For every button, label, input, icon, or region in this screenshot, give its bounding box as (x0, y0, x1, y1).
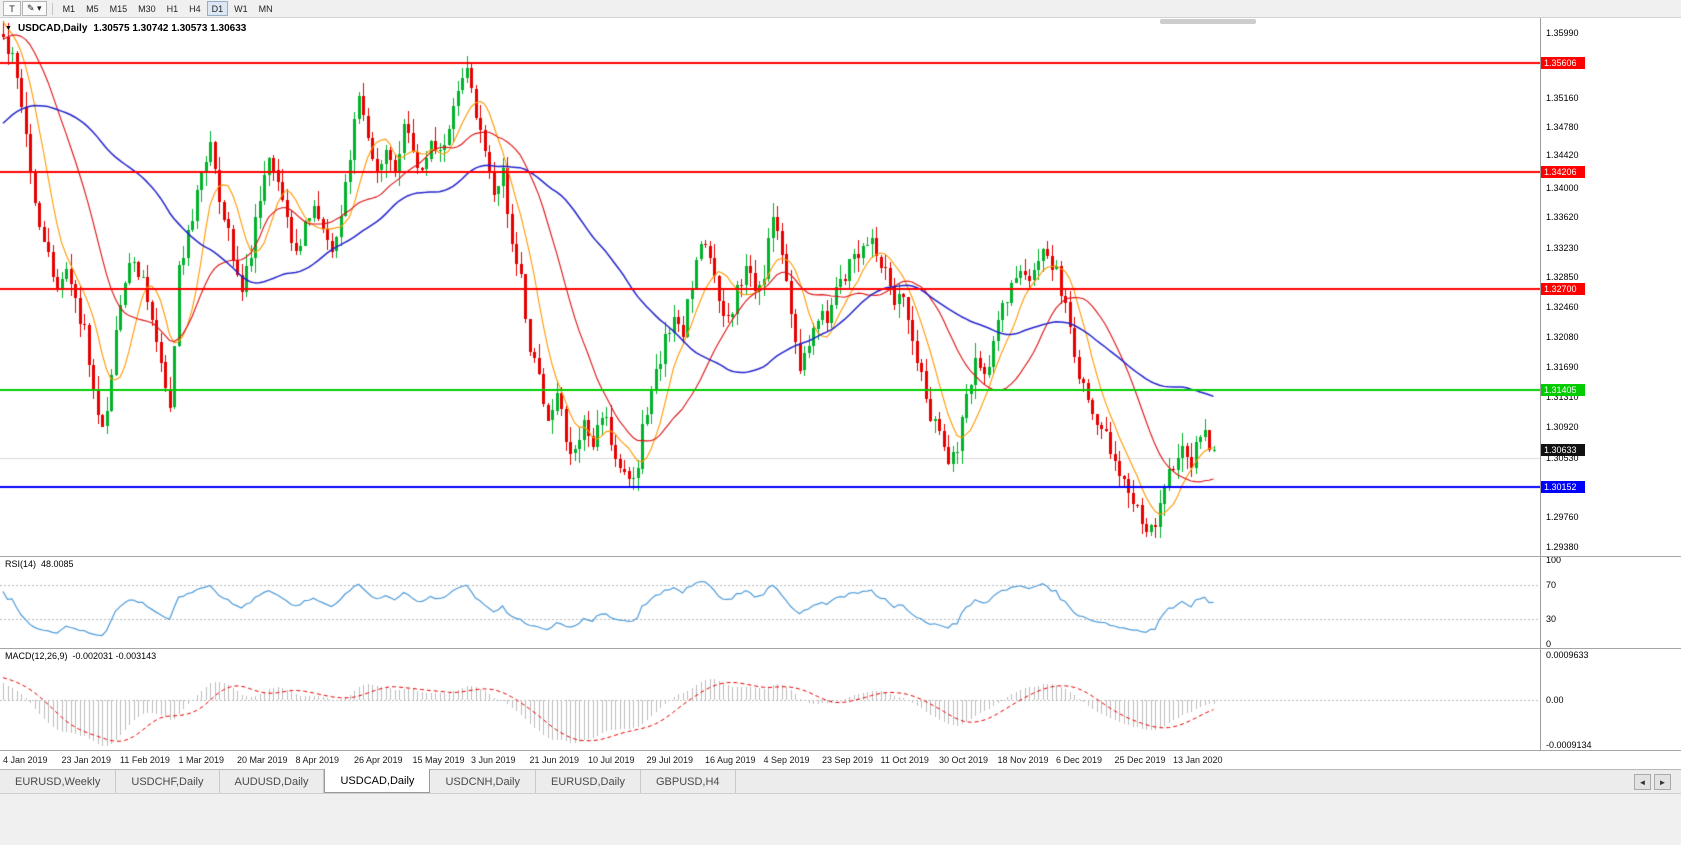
date-label: 16 Aug 2019 (705, 755, 756, 765)
macd-indicator-canvas[interactable] (0, 649, 1541, 750)
panel-splitter-rsi[interactable] (0, 556, 1681, 557)
date-axis-splitter (0, 750, 1681, 751)
date-label: 13 Jan 2020 (1173, 755, 1223, 765)
current-price-tag: 1.30633 (1541, 443, 1585, 456)
price-tick: 1.32460 (1546, 302, 1579, 313)
price-tick: 1.30920 (1546, 422, 1579, 433)
date-label: 4 Jan 2019 (3, 755, 48, 765)
tab-scroll-arrows: ◄ ► (1634, 774, 1671, 790)
tab-audusd-daily[interactable]: AUDUSD,Daily (220, 770, 325, 793)
date-label: 1 Mar 2019 (178, 755, 225, 765)
timeframe-d1-button[interactable]: D1 (206, 1, 229, 16)
timeframe-h4-button[interactable]: H4 (189, 3, 201, 14)
date-label: 6 Dec 2019 (1056, 755, 1103, 765)
date-label: 29 Jul 2019 (646, 755, 694, 765)
top-toolbar: T ✎ ▾ M1 M5 M15 M30 H1 H4 D1 W1 MN (0, 0, 1681, 18)
macd-axis-label: 0.00 (1546, 695, 1564, 705)
price-tick: 1.32080 (1546, 332, 1579, 343)
price-tick: 1.32850 (1546, 272, 1579, 283)
price-tick: 1.33230 (1546, 242, 1579, 253)
price-tick: 1.31310 (1546, 391, 1579, 402)
rsi-axis-label: 30 (1546, 613, 1557, 624)
panel-splitter-macd[interactable] (0, 648, 1681, 649)
date-label: 26 Apr 2019 (354, 755, 403, 765)
date-label: 11 Oct 2019 (880, 755, 929, 765)
price-tick: 1.34000 (1546, 182, 1579, 193)
price-line-tag: 1.34206 (1541, 165, 1585, 178)
date-label: 8 Apr 2019 (295, 755, 340, 765)
rsi-indicator-canvas[interactable] (0, 557, 1541, 648)
date-label: 4 Sep 2019 (763, 755, 810, 765)
tab-gbpusd-h4[interactable]: GBPUSD,H4 (641, 770, 736, 793)
chart-window: ▼ USDCAD,Daily 1.30575 1.30742 1.30573 1… (0, 18, 1681, 769)
price-tick: 1.34780 (1546, 122, 1579, 133)
macd-name: MACD(12,26,9) (5, 651, 68, 661)
date-label: 23 Sep 2019 (822, 755, 874, 765)
price-tick: 1.34420 (1546, 150, 1579, 161)
tab-scroll-left-button[interactable]: ◄ (1634, 774, 1651, 790)
chart-tab-bar: EURUSD,Weekly USDCHF,Daily AUDUSD,Daily USD… (0, 769, 1681, 793)
date-label: 25 Dec 2019 (1114, 755, 1166, 765)
price-line-tag: 1.32700 (1541, 282, 1585, 295)
price-line-tag: 1.30152 (1541, 480, 1585, 493)
price-tick: 1.31690 (1546, 362, 1579, 373)
tab-scroll-right-button[interactable]: ► (1654, 774, 1671, 790)
price-line-tag: 1.35606 (1541, 56, 1585, 69)
timeframe-m5-button[interactable]: M5 (86, 3, 99, 14)
date-label: 21 Jun 2019 (529, 755, 580, 765)
tab-eurusd-daily[interactable]: EURUSD,Daily (536, 770, 641, 793)
chart-title: ▼ USDCAD,Daily 1.30575 1.30742 1.30573 1… (5, 23, 246, 34)
tab-usdcnh-daily[interactable]: USDCNH,Daily (430, 770, 536, 793)
toolbar-separator (51, 2, 53, 15)
timeframe-mn-button[interactable]: MN (258, 3, 273, 14)
tab-eurusd-weekly[interactable]: EURUSD,Weekly (0, 770, 117, 793)
timeframe-m30-button[interactable]: M30 (138, 3, 156, 14)
date-label: 18 Nov 2019 (997, 755, 1049, 765)
price-tick: 1.29380 (1546, 541, 1579, 552)
macd-label: MACD(12,26,9) -0.002031 -0.003143 (5, 651, 156, 661)
rsi-name: RSI(14) (5, 559, 37, 569)
status-bar (0, 793, 1681, 845)
tab-usdchf-daily[interactable]: USDCHF,Daily (116, 770, 220, 793)
date-axis[interactable]: 4 Jan 2019 23 Jan 2019 11 Feb 2019 1 Mar 20… (0, 751, 1541, 769)
date-label: 30 Oct 2019 (939, 755, 989, 765)
date-label: 15 May 2019 (412, 755, 465, 765)
chart-scrollbar-thumb[interactable] (1160, 19, 1256, 24)
price-line-tag: 1.31405 (1541, 383, 1585, 396)
date-label: 10 Jul 2019 (588, 755, 635, 765)
macd-axis-label: -0.0009134 (1546, 740, 1592, 750)
drawing-tools-button[interactable]: ✎ ▾ (22, 1, 47, 16)
price-tick: 1.33620 (1546, 212, 1579, 223)
text-tool-button[interactable]: T (3, 1, 21, 16)
macd-axis-label: 0.0009633 (1546, 650, 1589, 660)
rsi-axis-label: 0 (1546, 639, 1552, 649)
chart-menu-icon[interactable]: ▼ (5, 25, 12, 32)
rsi-label: RSI(14) 48.0085 (5, 559, 74, 569)
chart-symbol-period: USDCAD,Daily (17, 23, 88, 34)
date-label: 20 Mar 2019 (237, 755, 288, 765)
rsi-axis-label: 100 (1546, 555, 1562, 565)
price-tick: 1.29760 (1546, 512, 1579, 523)
price-tick: 1.35160 (1546, 92, 1579, 103)
timeframe-w1-button[interactable]: W1 (234, 3, 248, 14)
price-tick: 1.35990 (1546, 27, 1579, 38)
rsi-value: 48.0085 (41, 559, 74, 569)
main-chart-canvas[interactable] (0, 18, 1541, 556)
timeframe-h1-button[interactable]: H1 (166, 3, 179, 14)
price-tick: 1.30530 (1546, 452, 1579, 463)
price-axis[interactable]: 1.35990 1.35160 1.34780 1.34420 1.34000 1.336… (1540, 18, 1681, 751)
date-label: 23 Jan 2019 (61, 755, 112, 765)
macd-value: -0.002031 -0.003143 (72, 651, 157, 661)
timeframe-m1-button[interactable]: M1 (62, 3, 76, 14)
tab-usdcad-daily[interactable]: USDCAD,Daily (324, 769, 431, 793)
timeframe-m15-button[interactable]: M15 (109, 3, 128, 14)
chart-ohlc-quote: 1.30575 1.30742 1.30573 1.30633 (93, 23, 247, 34)
date-label: 3 Jun 2019 (471, 755, 516, 765)
rsi-axis-label: 70 (1546, 580, 1557, 591)
date-label: 11 Feb 2019 (120, 755, 170, 765)
